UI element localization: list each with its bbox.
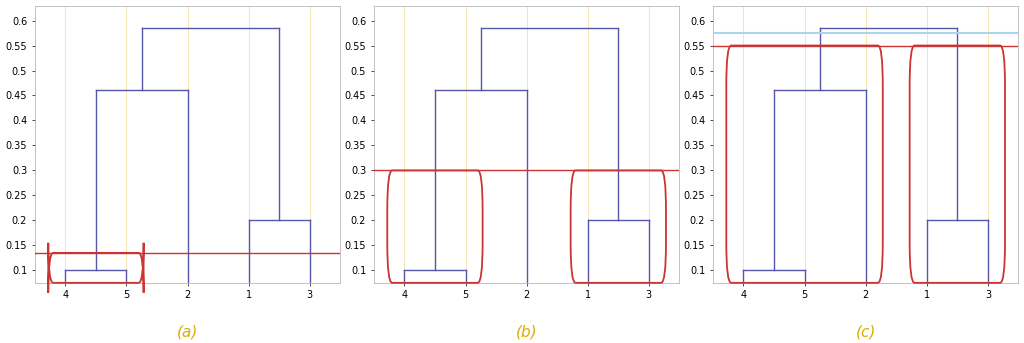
Text: (a): (a) <box>177 324 199 340</box>
Text: (c): (c) <box>855 324 876 340</box>
Text: (b): (b) <box>516 324 538 340</box>
